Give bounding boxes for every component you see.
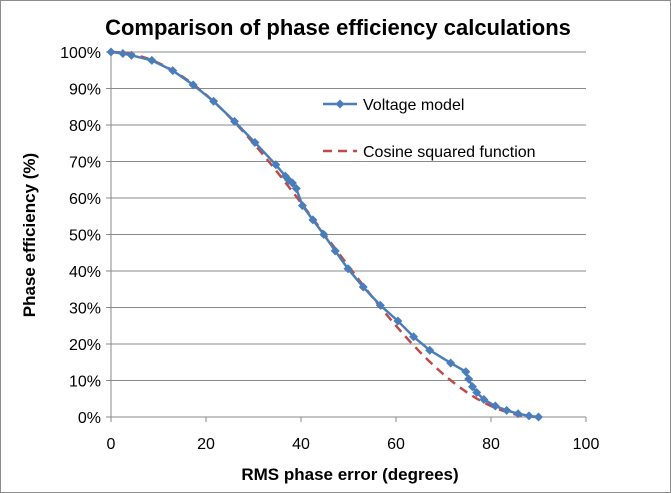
y-tick-label: 40%: [69, 264, 101, 281]
data-point: [375, 300, 385, 310]
x-tick-label: 100: [573, 436, 600, 453]
y-tick-label: 30%: [69, 301, 101, 318]
y-tick-label: 90%: [69, 82, 101, 99]
data-point: [343, 264, 353, 274]
axes: [106, 51, 587, 422]
data-point: [308, 215, 318, 225]
data-point: [502, 405, 512, 415]
y-tick-label: 0%: [78, 410, 101, 427]
data-point: [358, 282, 368, 292]
data-point: [534, 412, 543, 422]
y-tick-label: 10%: [69, 374, 101, 391]
legend-label-cosine-squared: Cosine squared function: [363, 144, 536, 161]
y-tick-label: 80%: [69, 118, 101, 135]
data-point: [126, 50, 136, 60]
data-point: [524, 411, 534, 421]
legend: Voltage model Cosine squared function: [323, 97, 536, 161]
data-point: [147, 55, 157, 65]
data-point: [330, 246, 340, 256]
x-tick-label: 60: [387, 436, 405, 453]
data-point: [188, 80, 198, 90]
series-group: [106, 47, 543, 422]
data-point: [513, 409, 523, 419]
x-tick-label: 40: [292, 436, 310, 453]
y-tick-label: 60%: [69, 191, 101, 208]
data-point: [209, 96, 219, 106]
data-point: [446, 358, 456, 368]
gridlines: [111, 51, 586, 381]
data-point: [230, 116, 239, 126]
data-point: [472, 388, 482, 398]
data-point: [461, 367, 471, 377]
data-point: [297, 201, 307, 211]
data-point: [118, 48, 128, 58]
x-tick-label: 0: [107, 436, 116, 453]
data-point: [291, 184, 301, 194]
data-point: [168, 66, 178, 76]
y-tick-label: 50%: [69, 228, 101, 245]
data-point: [467, 382, 477, 392]
data-point: [287, 178, 297, 188]
chart-title: Comparison of phase efficiency calculati…: [105, 15, 571, 40]
data-point: [409, 332, 419, 342]
data-point: [271, 160, 281, 170]
y-tick-label: 70%: [69, 155, 101, 172]
data-point: [425, 345, 435, 355]
legend-label-voltage-model: Voltage model: [363, 97, 464, 114]
y-tick-label: 100%: [60, 45, 101, 62]
legend-marker-voltage-model: [335, 99, 345, 109]
data-point: [106, 47, 116, 57]
y-tick-label: 20%: [69, 337, 101, 354]
data-point: [479, 394, 489, 404]
y-axis-title: Phase efficiency (%): [20, 153, 39, 317]
data-point: [319, 230, 329, 239]
x-tick-label: 80: [482, 436, 500, 453]
x-tick-label: 20: [197, 436, 215, 453]
data-point: [393, 316, 403, 326]
tick-labels: 0% 10% 20% 30% 40% 50% 60% 70% 80% 90% 100% 0 20 40 60…: [60, 45, 599, 453]
data-point: [464, 374, 474, 384]
x-axis-title: RMS phase error (degrees): [241, 465, 458, 484]
data-point: [250, 138, 260, 148]
data-point: [490, 401, 500, 411]
